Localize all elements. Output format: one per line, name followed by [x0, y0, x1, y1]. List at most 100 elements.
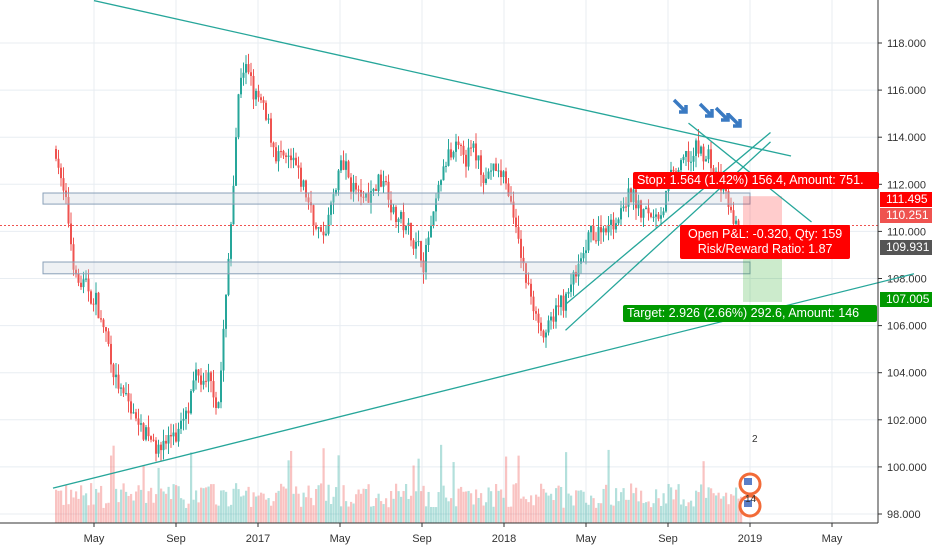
candle-body [615, 223, 617, 230]
candle-body [307, 197, 310, 203]
candle-body [297, 165, 300, 168]
candle-body [642, 209, 645, 218]
volume-bar [230, 504, 233, 523]
candle-body [200, 375, 202, 385]
candle-body [150, 436, 152, 440]
candle-body [480, 155, 482, 175]
candle-body [537, 313, 540, 323]
volume-bar [412, 465, 415, 523]
volume-bar [295, 486, 298, 523]
candle-body [327, 214, 330, 234]
candle-body [220, 370, 222, 403]
candle-body [335, 190, 337, 195]
volume-bar [192, 499, 195, 523]
candle-body [525, 263, 527, 283]
candle-body [660, 215, 662, 219]
volume-bar [90, 483, 93, 523]
candle-body [70, 223, 72, 245]
volume-bar [565, 452, 568, 523]
volume-bar [617, 501, 620, 523]
volume-bar [300, 506, 303, 523]
volume-bar [712, 493, 715, 523]
volume-bar [120, 489, 123, 523]
candle-body [237, 94, 240, 138]
candle-body [65, 190, 67, 198]
volume-bar [167, 486, 170, 523]
candle-body [160, 444, 162, 451]
volume-bar [542, 488, 545, 523]
volume-bar [735, 487, 738, 523]
candle-body [227, 258, 230, 295]
volume-bar [515, 483, 518, 523]
volume-bar [152, 502, 155, 523]
candle-body [215, 397, 217, 409]
candle-body [300, 167, 302, 187]
volume-bar [307, 485, 310, 523]
volume-bar [432, 507, 435, 523]
volume-bar [720, 498, 723, 523]
candle-body [202, 380, 205, 385]
candle-body [635, 189, 637, 209]
candle-body [422, 260, 425, 273]
volume-bar [400, 496, 403, 523]
volume-bar [627, 499, 630, 523]
candle-body [492, 163, 495, 171]
volume-bar [572, 505, 575, 523]
candle-body [320, 227, 322, 232]
volume-bar [502, 497, 505, 523]
volume-bar [267, 498, 270, 523]
candle-body [132, 412, 135, 414]
candle-body [110, 343, 112, 365]
candle-body [82, 279, 85, 288]
candle-body [115, 374, 117, 378]
candle-body [97, 292, 100, 319]
candle-body [465, 154, 467, 167]
volume-bar [597, 503, 600, 523]
candle-body [125, 393, 127, 395]
candle-body [390, 199, 392, 213]
volume-bar [250, 506, 253, 523]
candle-body [632, 189, 635, 203]
candle-body [640, 200, 642, 218]
candle-body [305, 180, 307, 198]
candle-body [255, 90, 257, 100]
volume-bar [430, 506, 433, 523]
volume-bar [227, 506, 230, 523]
volume-bar [555, 488, 558, 523]
candle-body [457, 141, 460, 146]
candle-body [152, 439, 155, 441]
volume-bar [620, 492, 623, 523]
volume-bar [322, 448, 325, 523]
volume-bar [465, 491, 468, 523]
volume-bar [102, 507, 105, 523]
candle-body [555, 305, 557, 322]
candle-body [350, 177, 352, 192]
x-tick-label: May [330, 533, 351, 545]
stop-info: Stop: 1.564 (1.42%) 156.4, Amount: 751. [633, 172, 879, 189]
candle-body [562, 295, 565, 311]
candle-body [330, 202, 332, 215]
candle-body [60, 167, 62, 179]
event-count-1: 2 [752, 434, 758, 445]
candle-body [210, 372, 212, 382]
volume-bar [540, 483, 543, 523]
candle-body [735, 220, 737, 224]
volume-bar [282, 486, 285, 523]
volume-bar [722, 496, 725, 523]
volume-bar [667, 483, 670, 523]
volume-bar [405, 483, 408, 523]
candle-body [245, 64, 247, 73]
y-tick-label: 98.000 [887, 509, 921, 521]
volume-bar [332, 496, 335, 523]
candle-body [235, 137, 237, 186]
volume-bar [655, 489, 658, 523]
volume-bar [277, 490, 280, 523]
candle-body [377, 174, 380, 191]
candle-body [345, 161, 347, 170]
arrow-down-icon [698, 102, 714, 118]
candle-body [477, 155, 480, 161]
volume-bar [325, 500, 328, 523]
volume-bar [587, 504, 590, 523]
